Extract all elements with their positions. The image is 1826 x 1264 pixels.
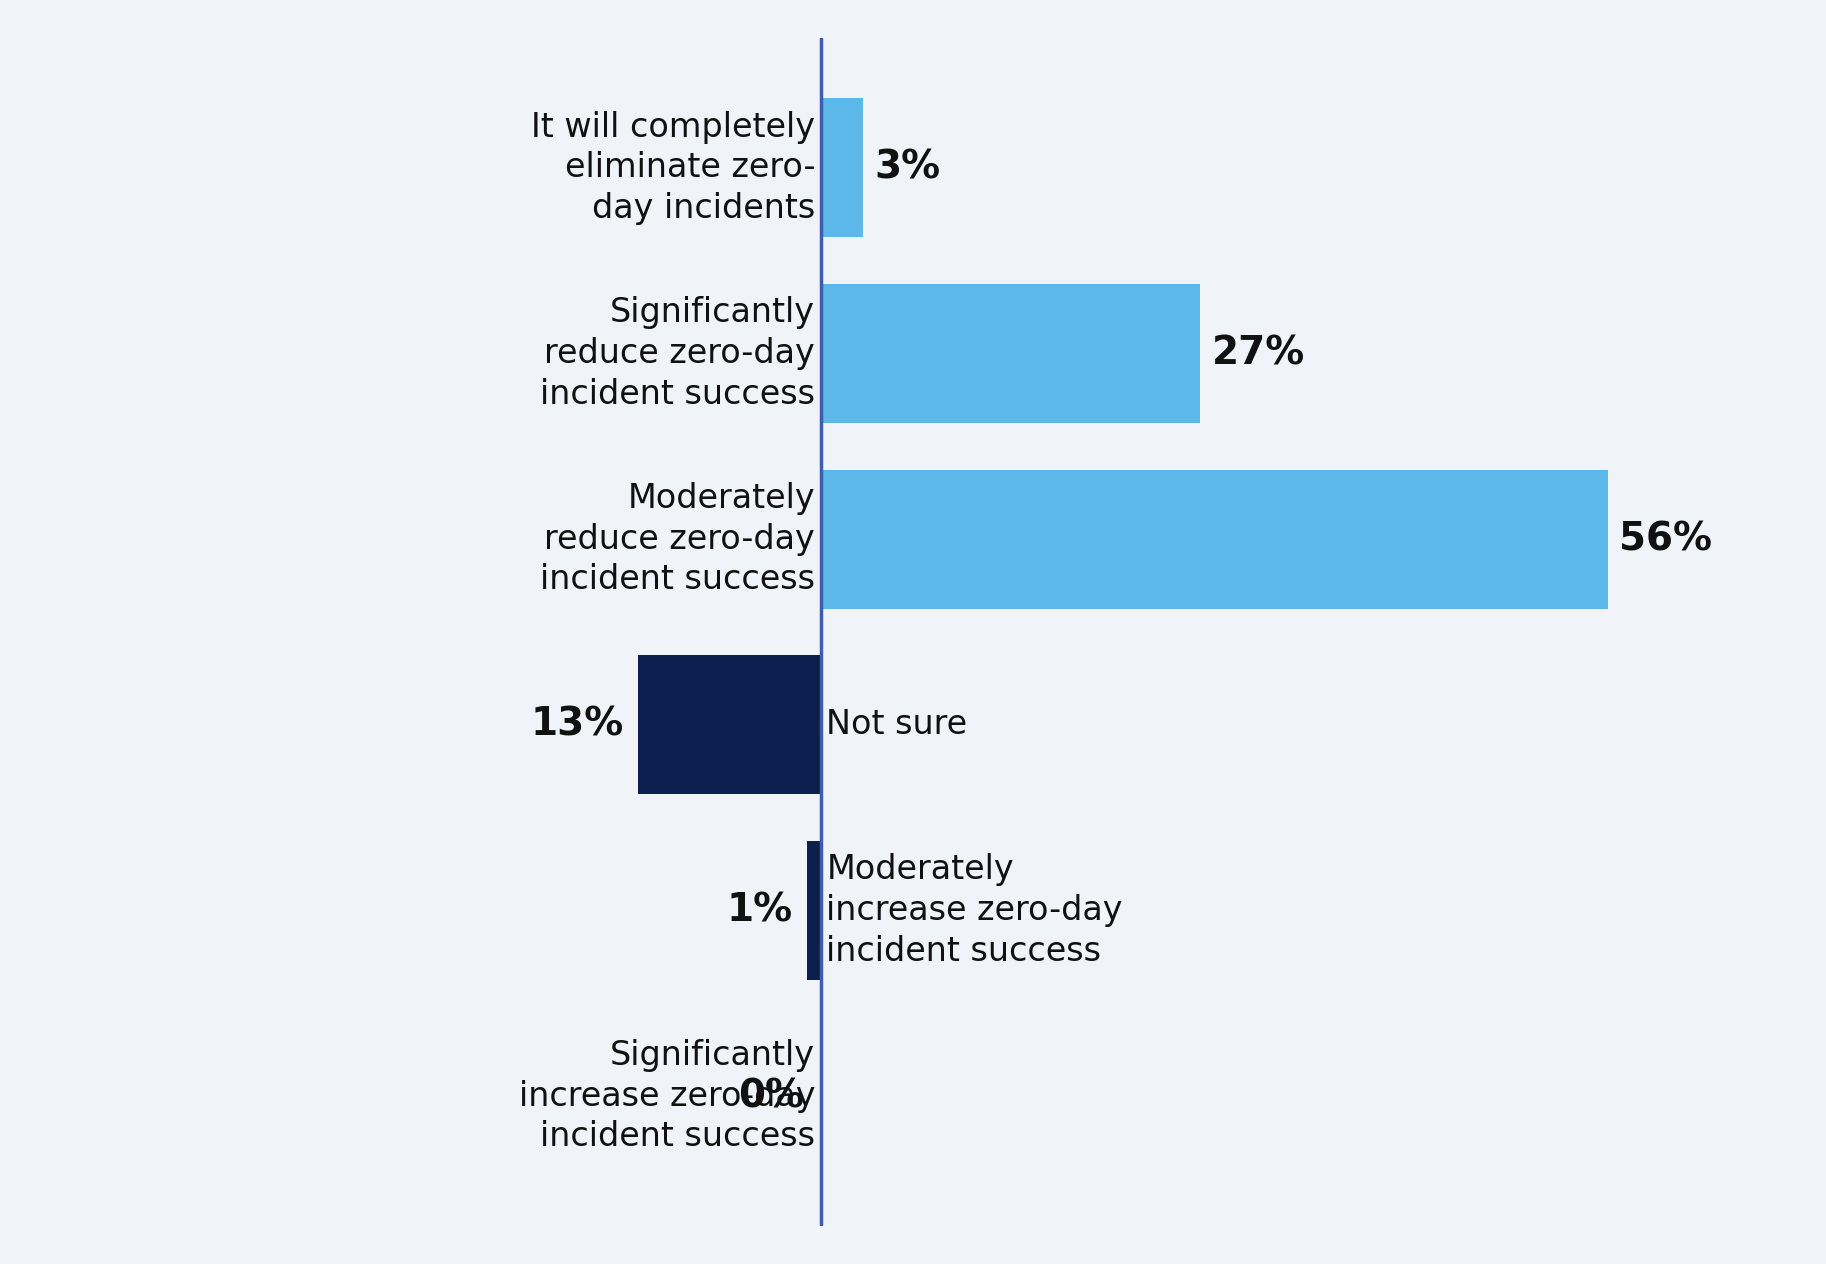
Text: Significantly
reduce zero-day
incident success: Significantly reduce zero-day incident s… [540,296,814,411]
Text: Not sure: Not sure [827,708,968,741]
Text: It will completely
eliminate zero-
day incidents: It will completely eliminate zero- day i… [531,110,814,225]
Bar [820,99,864,238]
Bar [820,469,1609,609]
Bar [637,655,820,795]
Text: 56%: 56% [1620,521,1713,559]
Text: 0%: 0% [738,1077,803,1115]
Text: Moderately
reduce zero-day
incident success: Moderately reduce zero-day incident succ… [540,482,814,597]
Text: 13%: 13% [531,705,624,743]
Text: Significantly
increase zero-day
incident success: Significantly increase zero-day incident… [519,1039,814,1154]
Bar [820,284,1200,423]
Text: Moderately
increase zero-day
incident success: Moderately increase zero-day incident su… [827,853,1123,968]
Text: 3%: 3% [875,149,940,187]
Text: 27%: 27% [1212,335,1306,373]
Text: 1%: 1% [727,891,792,929]
Bar [807,841,820,980]
